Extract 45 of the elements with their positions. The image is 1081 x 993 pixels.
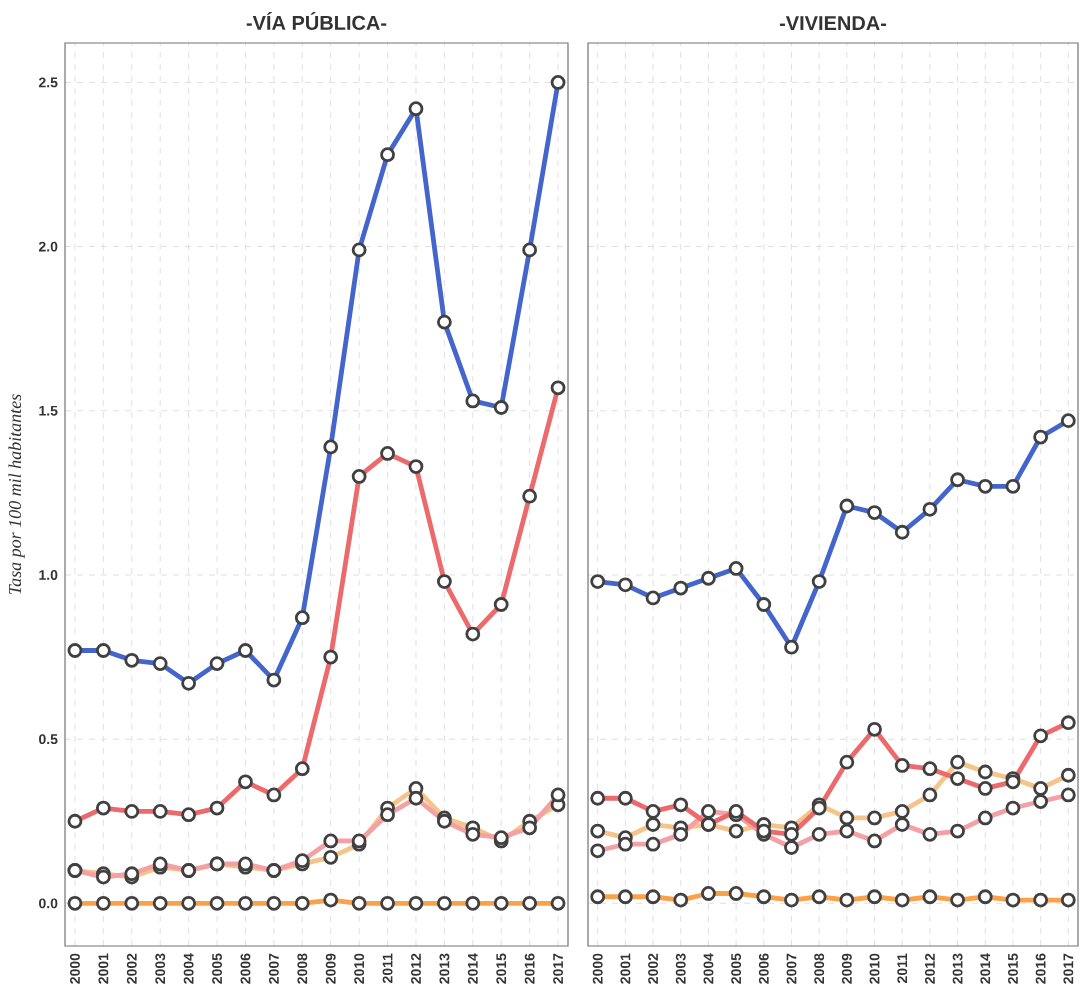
y-tick-label: 1.5 (39, 405, 58, 416)
x-tick-label: 2011 (382, 953, 393, 983)
x-tick-label: 2007 (786, 953, 797, 984)
x-tick-label: 2017 (553, 953, 563, 984)
x-tick-label: 2013 (952, 953, 963, 984)
x-tick-label: 2008 (297, 953, 308, 984)
x-tick-label: 2014 (980, 953, 991, 984)
x-tick-label: 2006 (758, 953, 769, 984)
x-tick-label: 2016 (524, 953, 535, 984)
x-tick-label: 2000 (592, 953, 603, 984)
x-tick-label: 2010 (354, 953, 365, 984)
y-tick-label: 2.0 (38, 241, 58, 252)
x-tick-label: 2000 (70, 953, 80, 984)
chart-title: -VÍA PÚBLICA- (246, 12, 387, 30)
y-tick-label: 1.0 (39, 570, 58, 580)
y-tick-label: 0.0 (39, 898, 58, 909)
x-tick-label: 2001 (98, 953, 109, 984)
x-tick-label: 2005 (212, 953, 222, 984)
x-tick-label: 2011 (897, 953, 908, 983)
x-tick-label: 2015 (1008, 953, 1018, 984)
x-tick-label: 2010 (869, 953, 880, 984)
x-tick-label: 2012 (411, 953, 421, 984)
x-tick-label: 2006 (240, 953, 251, 984)
y-tick-label: 0.5 (39, 734, 58, 745)
x-tick-label: 2005 (731, 953, 742, 984)
y-axis-title: Tasa por 100 mil habitantes (8, 394, 25, 594)
x-tick-label: 2014 (467, 953, 478, 984)
x-tick-label: 2004 (703, 953, 714, 984)
x-tick-label: 2015 (496, 953, 507, 984)
x-tick-label: 2002 (126, 953, 137, 984)
x-tick-label: 2002 (648, 953, 659, 984)
x-tick-label: 2004 (183, 953, 194, 984)
x-tick-label: 2003 (675, 953, 686, 984)
x-tick-label: 2013 (439, 953, 450, 984)
x-tick-label: 2012 (924, 953, 935, 984)
x-tick-label: 2008 (814, 953, 825, 984)
x-tick-label: 2009 (325, 953, 336, 984)
chart-title: -VIVIENDA- (779, 16, 887, 30)
x-tick-label: 2003 (155, 953, 166, 984)
y-tick-label: 2.5 (38, 77, 58, 88)
x-tick-label: 2001 (620, 953, 631, 984)
x-tick-label: 2017 (1063, 953, 1074, 984)
x-tick-label: 2009 (841, 953, 852, 984)
x-tick-label: 2016 (1035, 953, 1046, 984)
x-tick-label: 2007 (268, 953, 279, 984)
